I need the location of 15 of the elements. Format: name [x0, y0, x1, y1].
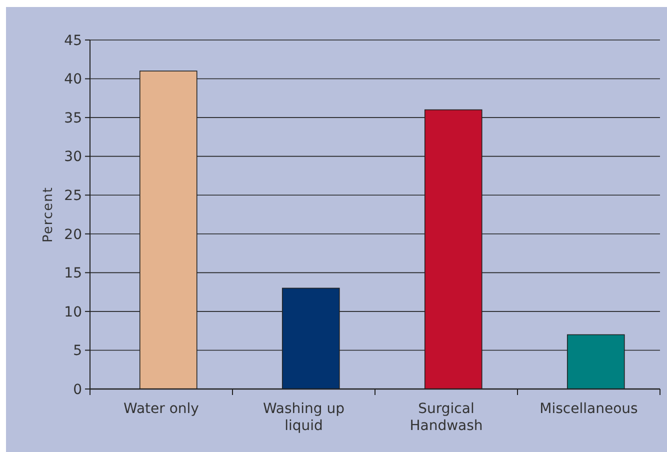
y-tick-label: 5 — [73, 343, 82, 360]
y-tick-label: 35 — [64, 110, 82, 126]
y-tick-label: 10 — [64, 304, 82, 320]
x-tick-label: Water only — [124, 401, 199, 417]
y-tick-label: 30 — [64, 149, 82, 166]
y-tick-label: 40 — [64, 72, 82, 88]
y-tick-label: 15 — [64, 266, 82, 282]
y-axis-title: Percent — [41, 186, 56, 242]
y-tick-label: 45 — [64, 32, 82, 49]
x-tick-label: Washing up liquid — [262, 401, 345, 434]
y-tick-label: 20 — [64, 226, 82, 243]
x-tick-label: Surgical Handwash — [410, 401, 483, 434]
y-tick-label: 25 — [64, 188, 82, 204]
x-tick-label: Miscellaneous — [540, 401, 638, 417]
y-tick-label: 0 — [73, 382, 82, 398]
